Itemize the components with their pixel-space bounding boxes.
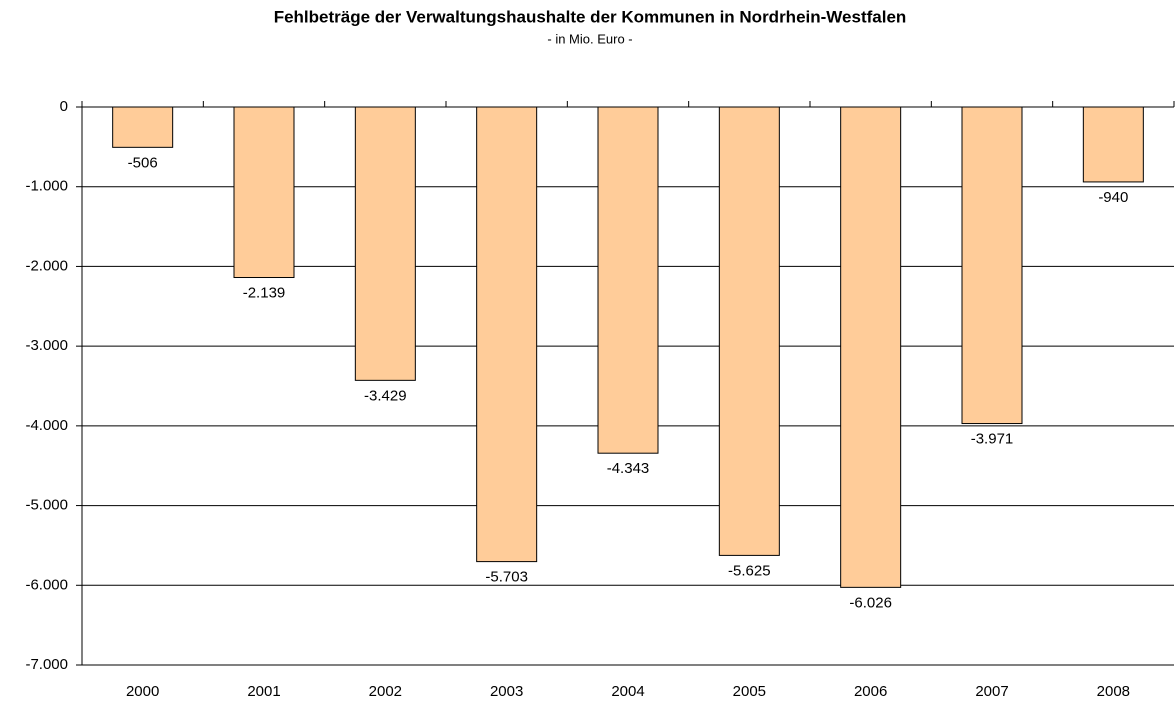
x-tick-label: 2003 <box>490 683 523 700</box>
bar <box>597 106 659 454</box>
data-label: -6.026 <box>849 594 892 611</box>
data-label: -2.139 <box>243 284 286 301</box>
y-tick-label: -1.000 <box>25 178 68 195</box>
chart-subtitle: - in Mio. Euro - <box>547 31 632 46</box>
data-label: -4.343 <box>607 460 650 477</box>
x-tick-label: 2001 <box>247 683 280 700</box>
data-label: -3.429 <box>364 387 407 404</box>
y-tick-label: -5.000 <box>25 497 68 514</box>
bar <box>476 106 538 563</box>
chart-title: Fehlbeträge der Verwaltungshaushalte der… <box>274 7 907 26</box>
y-tick-label: -7.000 <box>25 656 68 673</box>
data-label: -5.625 <box>728 562 771 579</box>
bar <box>718 106 780 556</box>
x-tick-label: 2007 <box>975 683 1008 700</box>
y-tick-label: -6.000 <box>25 576 68 593</box>
data-label: -5.703 <box>485 569 528 586</box>
y-tick-label: -4.000 <box>25 417 68 434</box>
x-tick-label: 2006 <box>854 683 887 700</box>
x-tick-label: 2000 <box>126 683 159 700</box>
x-tick-label: 2002 <box>369 683 402 700</box>
x-tick-label: 2005 <box>733 683 766 700</box>
y-tick-label: -3.000 <box>25 337 68 354</box>
x-tick-label: 2008 <box>1097 683 1130 700</box>
data-label: -506 <box>128 154 158 171</box>
bar <box>233 106 295 279</box>
bar <box>840 106 902 588</box>
data-label: -3.971 <box>971 431 1014 448</box>
y-tick-label: 0 <box>60 98 68 115</box>
bar <box>1082 106 1144 183</box>
bar <box>354 106 416 381</box>
x-tick-label: 2004 <box>611 683 644 700</box>
bar <box>112 106 174 148</box>
data-label: -940 <box>1098 189 1128 206</box>
bar <box>961 106 1023 425</box>
y-tick-label: -2.000 <box>25 257 68 274</box>
